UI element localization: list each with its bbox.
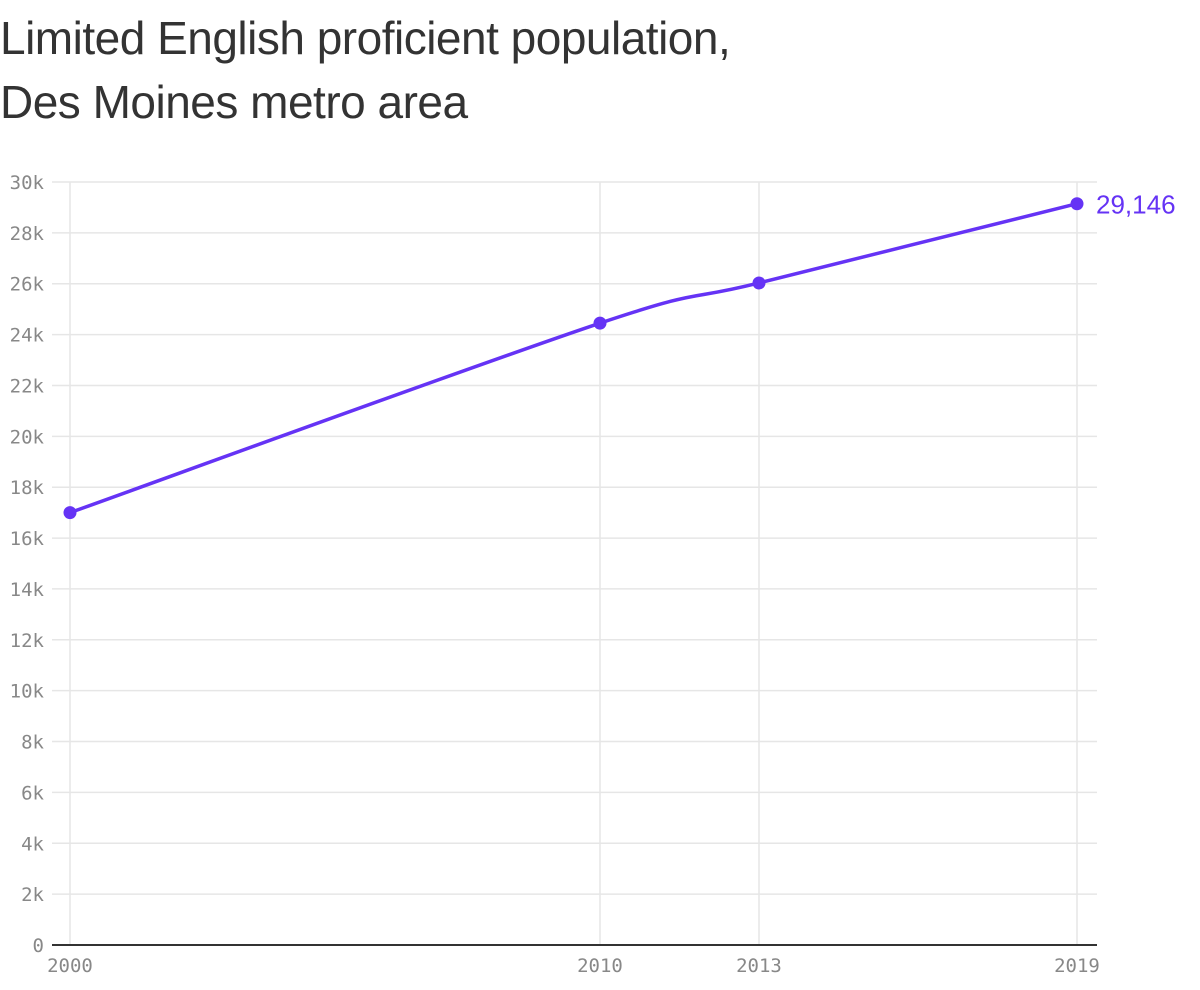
y-tick-label: 16k [10,528,45,550]
series-line [68,201,1079,515]
y-gridlines [52,181,1097,895]
y-tick-label: 14k [10,579,45,601]
data-point [1070,197,1084,211]
end-value-label: 29,146 [1096,190,1176,220]
x-tick-label: 2010 [577,955,623,977]
y-tick-label: 26k [10,274,45,296]
data-point [63,506,77,520]
y-tick-label: 20k [10,426,45,448]
y-tick-label: 10k [10,681,45,703]
y-axis-labels: 0 2k 4k 6k 8k 10k 12k 14k 16k 18k 20k 22k 24k 26k 28k 3… [10,172,45,957]
data-points [63,197,1084,520]
y-tick-label: 2k [21,884,44,906]
x-gridlines [69,182,1078,945]
chart-title-line-1: Limited English proficient population, [0,12,731,64]
chart-title: Limited English proficient population, D… [0,6,731,134]
y-tick-label: 6k [21,782,44,804]
chart-title-line-2: Des Moines metro area [0,76,468,128]
x-tick-label: 2000 [47,955,93,977]
data-point [752,276,766,290]
y-tick-label: 0 [33,935,44,957]
y-tick-label: 4k [21,833,44,855]
x-tick-label: 2019 [1054,955,1100,977]
y-tick-label: 30k [10,172,45,194]
x-axis-labels: 2000 2010 2013 2019 [47,955,1100,977]
y-tick-label: 28k [10,223,45,245]
y-tick-label: 12k [10,630,45,652]
x-tick-label: 2013 [736,955,782,977]
y-tick-label: 24k [10,325,45,347]
y-tick-label: 18k [10,477,45,499]
data-point [593,316,607,330]
y-tick-label: 8k [21,732,44,754]
y-tick-label: 22k [10,375,45,397]
